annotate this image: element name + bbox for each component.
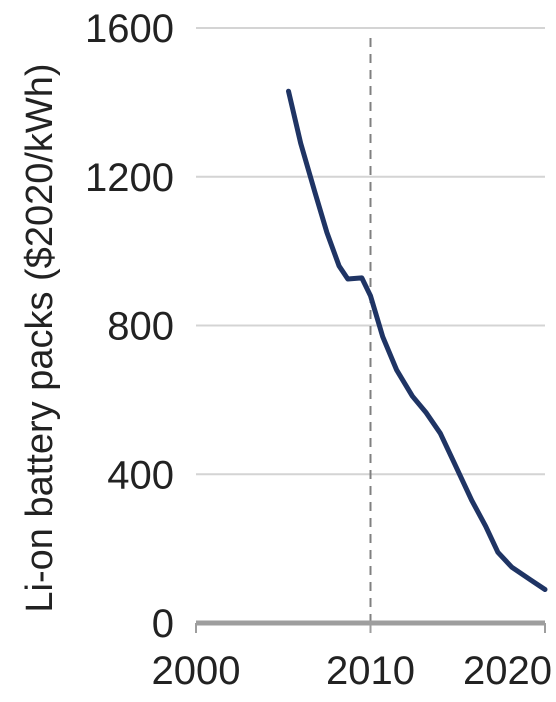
y-tick-label: 800 [107, 305, 174, 349]
x-tick-label: 2010 [326, 649, 415, 693]
y-tick-label: 0 [152, 602, 174, 646]
x-tick-label: 2000 [152, 649, 241, 693]
y-tick-label: 400 [107, 453, 174, 497]
y-tick-label: 1200 [85, 156, 174, 200]
series-line [286, 88, 548, 592]
x-tick-labels: 2000 2010 2020 [152, 623, 552, 693]
y-tick-labels: 0 400 800 1200 1600 [85, 7, 174, 646]
y-axis-title: Li-on battery packs ($2020/kWh) [19, 63, 61, 612]
y-tick-label: 1600 [85, 7, 174, 51]
x-tick-label: 2020 [463, 649, 552, 693]
